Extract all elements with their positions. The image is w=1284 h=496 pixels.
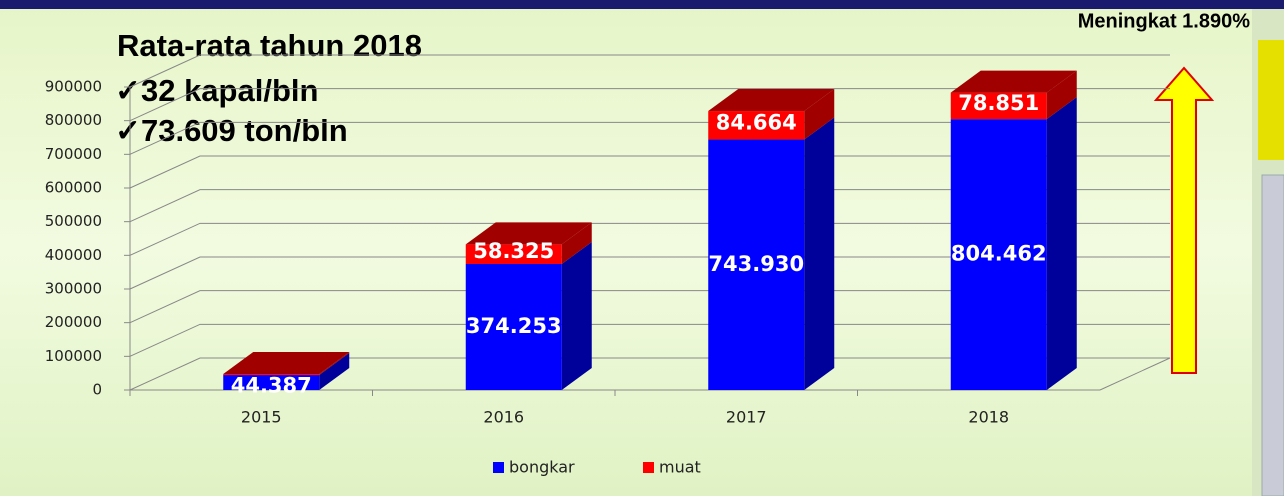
grid-line [129,54,1170,88]
bar-side [561,222,592,265]
bar-top [223,352,350,375]
bar [465,264,562,390]
bar-top [465,222,592,245]
bar [223,375,320,390]
bar [708,111,805,140]
annotation: Rata-rata tahun 2018 [117,28,422,63]
y-tick-label: 300000 [45,280,102,298]
bar-side [1046,97,1077,390]
annotation: ✓73.609 ton/bln [115,113,348,148]
value-label: 743.930 [708,252,804,276]
floor-edge [1099,357,1171,391]
y-tick-label: 100000 [45,347,102,365]
value-label: 44.387 [231,374,312,398]
grid-line [129,155,1170,189]
y-tick-label: 200000 [45,313,102,331]
top-band [0,0,1284,9]
bar [223,374,320,376]
legend-swatch [643,462,654,473]
legend-label: muat [659,458,701,477]
y-tick-label: 400000 [45,246,102,264]
grid-line [129,357,1170,391]
bar [708,139,805,390]
grid-line [129,88,1170,122]
bar [950,92,1047,120]
y-tick-label: 700000 [45,145,102,163]
side-grey [1261,174,1284,496]
annotation: ✓32 kapal/bln [115,73,318,108]
bar-top [708,89,835,112]
side-yellow [1258,40,1284,160]
grid-line [129,121,1170,155]
grid-line [129,222,1170,256]
grid-line [129,323,1170,357]
arrow [1153,66,1215,374]
y-tick-label: 800000 [45,111,102,129]
legend-label: bongkar [509,458,575,477]
bar-top [950,70,1077,93]
x-tick-label: 2017 [726,408,767,427]
bar-side [319,353,350,390]
y-tick-label: 500000 [45,212,102,230]
value-label: 58.325 [473,239,554,263]
y-tick-label: 600000 [45,179,102,197]
y-tick-label: 0 [92,381,102,399]
grid-line [129,189,1170,223]
bar-side [1046,70,1077,120]
value-label: 84.664 [716,110,797,134]
legend-swatch [493,462,504,473]
x-tick-label: 2018 [968,408,1009,427]
x-tick-label: 2016 [483,408,524,427]
grid-line [129,290,1170,324]
value-label: 374.253 [466,314,562,338]
bar-side [804,89,835,140]
grid-line [129,256,1170,290]
bar-side [804,117,835,390]
value-label: 804.462 [951,242,1047,266]
annotation: Meningkat 1.890% [1078,10,1251,32]
value-label: 78.851 [958,91,1039,115]
x-tick-label: 2015 [241,408,282,427]
bar-side [561,242,592,390]
bar [465,244,562,265]
bar-side [319,352,350,376]
bar [950,119,1047,390]
y-tick-label: 900000 [45,78,102,96]
